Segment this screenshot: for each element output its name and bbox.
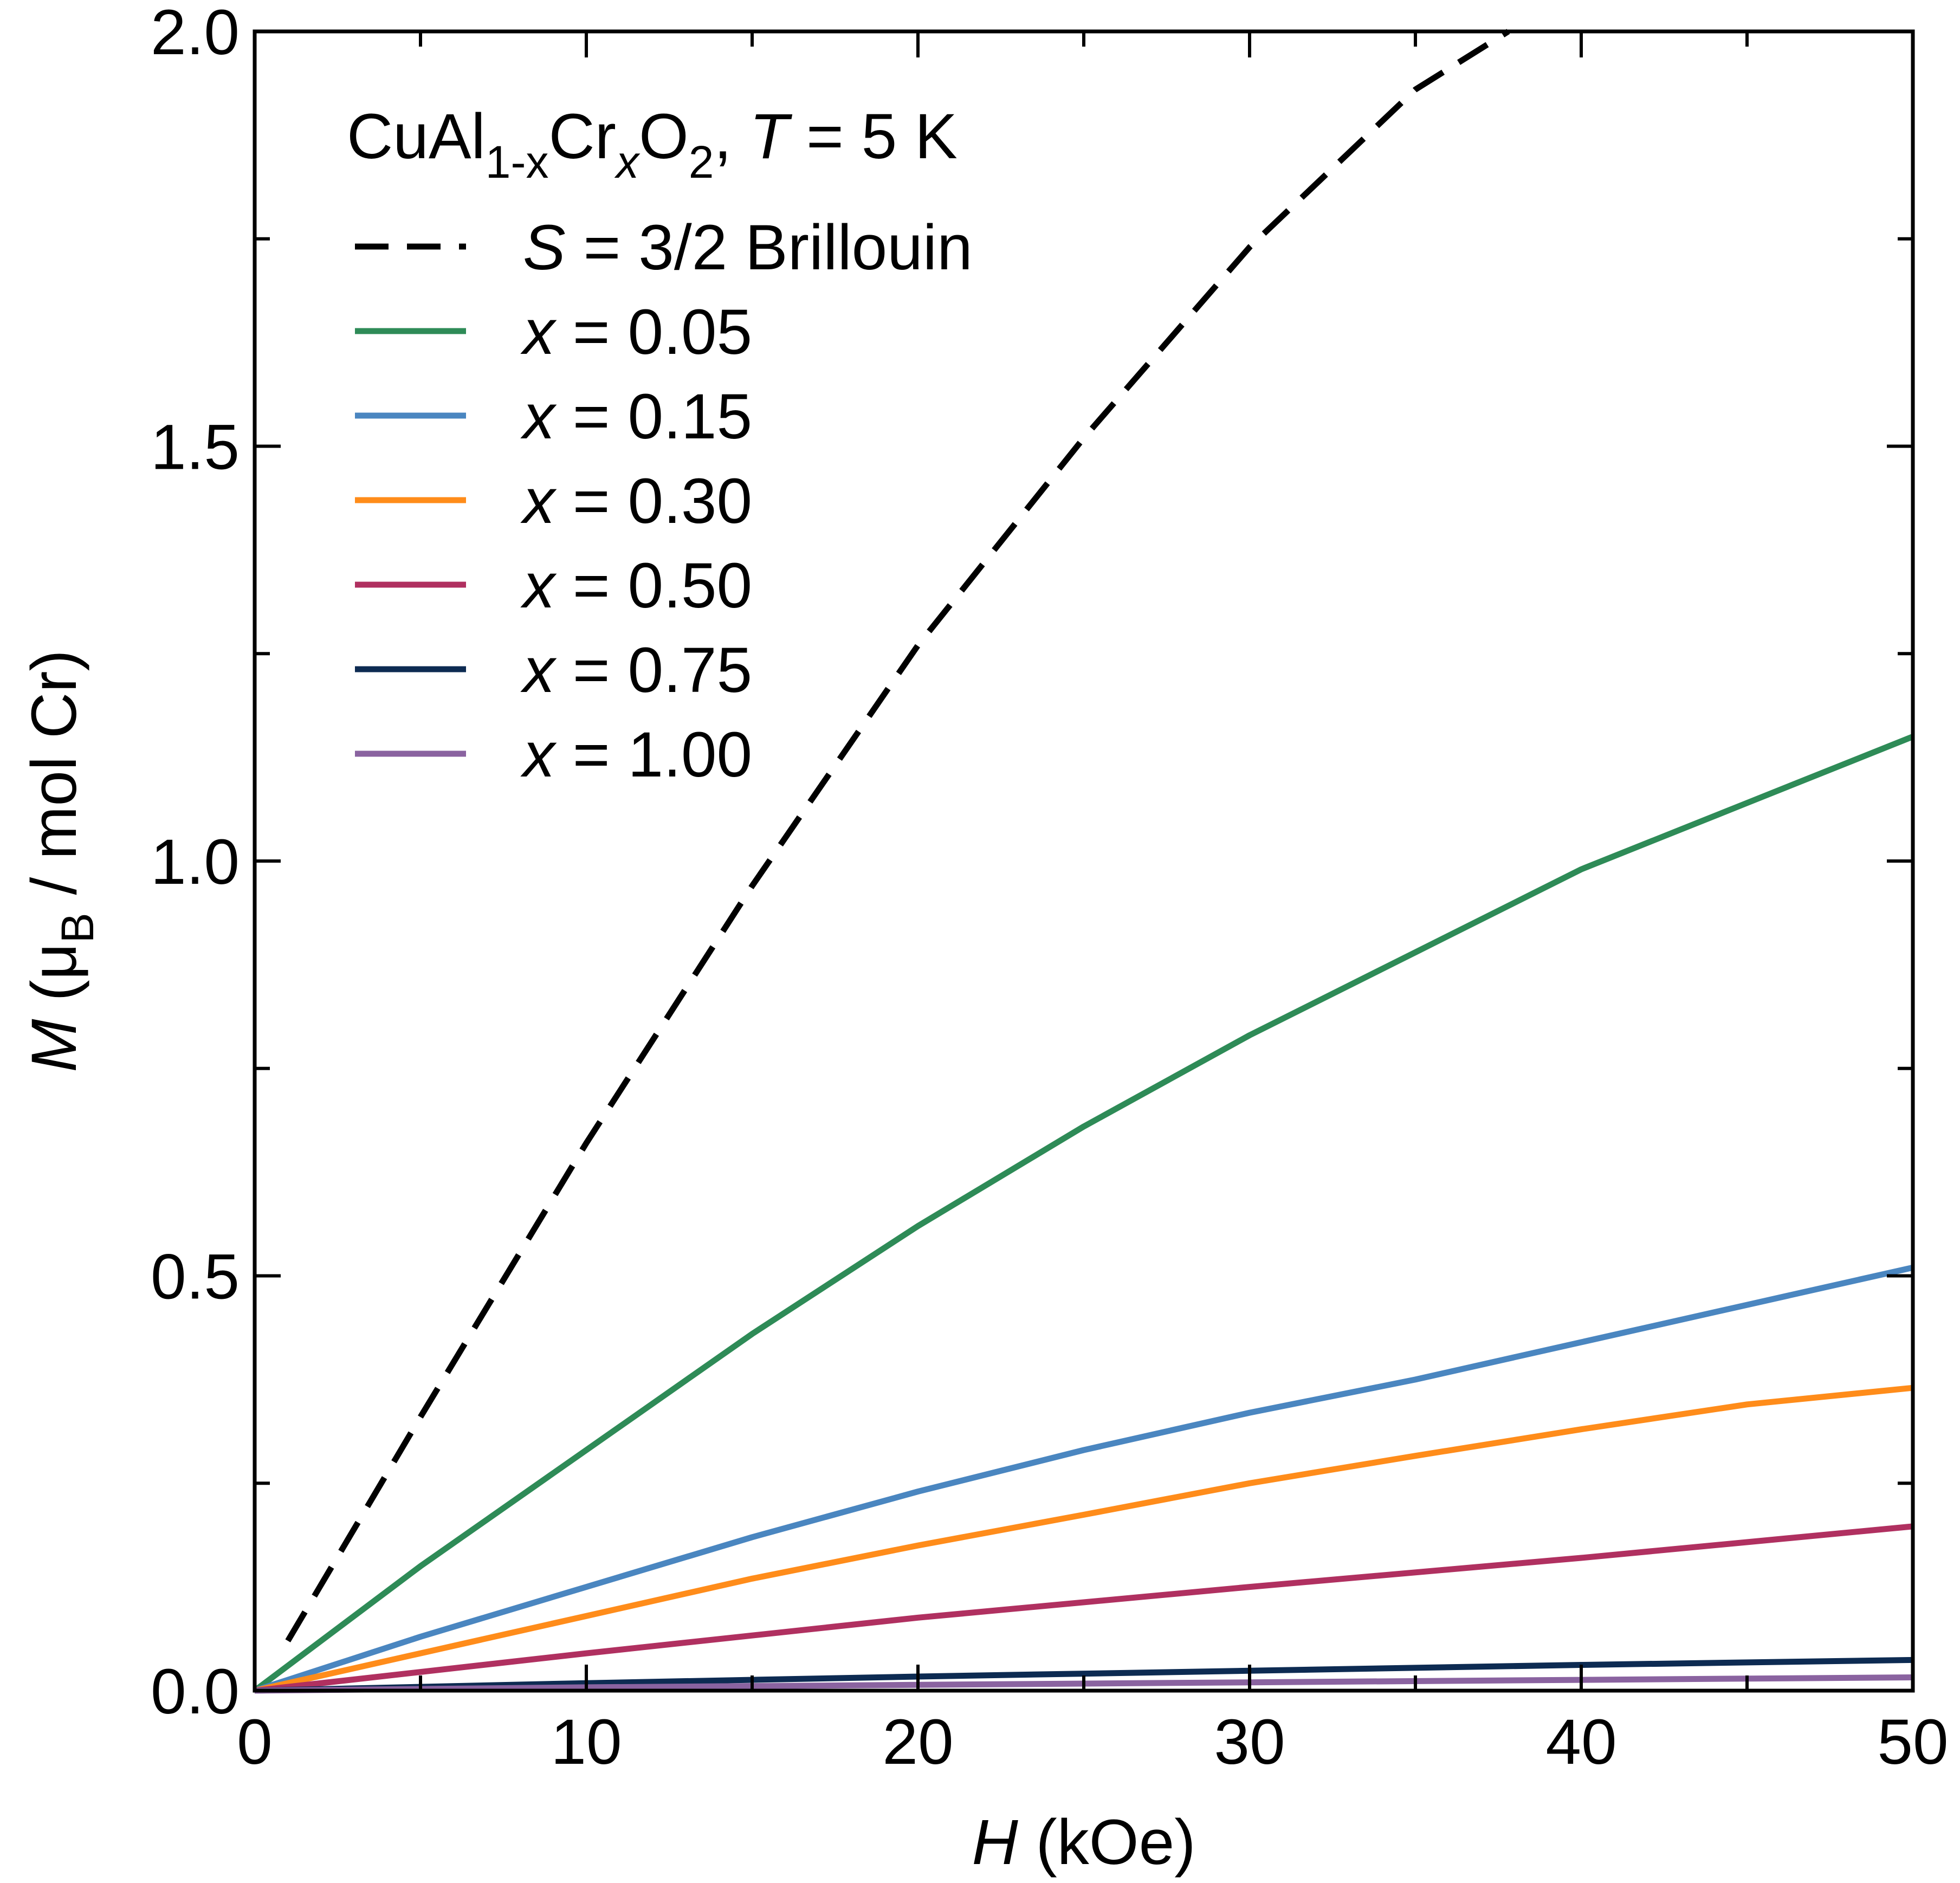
title-sub-2: 2: [689, 137, 714, 187]
series-line-2: [254, 1264, 1914, 1694]
title-comma: ,: [714, 101, 732, 172]
y-tick-label-0: 0.0: [151, 1656, 240, 1727]
legend-label-var-1: x: [520, 296, 557, 368]
tick-layer: 0 10 20 30 40 50 0.0 0.5 1.0 1.5 2.0: [151, 0, 1949, 1778]
legend-label-rest-5: = 0.75: [555, 635, 752, 706]
y-axis-sub: B: [52, 913, 103, 943]
legend-label-1: x = 0.05: [520, 296, 752, 368]
title-compound-c: O: [639, 101, 689, 172]
x-axis-label: H (kOe): [972, 1807, 1195, 1878]
y-tick-label-2: 1.0: [151, 826, 240, 898]
legend-label-4: x = 0.50: [520, 550, 752, 622]
y-axis-rest: / mol Cr): [18, 650, 90, 895]
legend-label-var-4: x: [520, 550, 557, 622]
x-axis-symbol: H: [972, 1807, 1018, 1878]
series-line-1: [253, 734, 1914, 1693]
title-compound-a: CuAl: [347, 101, 486, 172]
legend-label-rest-1: = 0.05: [555, 296, 752, 368]
series-line-4: [254, 1523, 1913, 1694]
legend-label-0: S = 3/2 Brillouin: [523, 212, 973, 283]
y-axis-open: (μ: [18, 943, 90, 1001]
y-axis-symbol: M: [18, 1019, 90, 1072]
series-line-0: [285, 29, 1510, 1642]
x-tick-label-4: 40: [1545, 1706, 1616, 1778]
title-T-symbol: T: [749, 101, 793, 172]
series-line-3: [254, 1384, 1913, 1694]
x-tick-label-1: 10: [551, 1706, 622, 1778]
y-tick-label-4: 2.0: [151, 0, 240, 68]
legend-label-rest-4: = 0.50: [555, 550, 752, 622]
y-tick-label-1: 0.5: [151, 1241, 240, 1313]
y-tick-label-3: 1.5: [151, 412, 240, 483]
legend-label-var-5: x: [520, 635, 557, 706]
legend-label-2: x = 0.15: [520, 381, 752, 452]
legend-label-var-6: x: [520, 719, 557, 791]
x-axis-unit: (kOe): [1036, 1807, 1196, 1878]
series-line-5: [254, 1656, 1913, 1694]
plot-frame: [253, 29, 1915, 1693]
title-sub-1mx: 1-x: [486, 137, 549, 187]
legend-label-rest-2: = 0.15: [555, 381, 752, 452]
legend-label-var-3: x: [520, 465, 557, 537]
title-sub-x: x: [614, 137, 641, 187]
legend-label-6: x = 1.00: [520, 719, 752, 791]
title-compound-b: Cr: [548, 101, 616, 172]
legend-label-var-0: S: [523, 212, 566, 283]
legend-label-rest-3: = 0.30: [555, 465, 752, 537]
x-tick-label-0: 0: [237, 1706, 273, 1778]
x-tick-label-5: 50: [1877, 1706, 1948, 1778]
legend-label-3: x = 0.30: [520, 465, 752, 537]
legend-label-var-2: x: [520, 381, 557, 452]
x-tick-label-3: 30: [1214, 1706, 1285, 1778]
series-layer: [253, 29, 1914, 1694]
legend-label-rest-6: = 1.00: [555, 719, 752, 791]
y-axis-label: M (μB / mol Cr): [18, 650, 103, 1072]
title-T-value: = 5 K: [806, 101, 958, 172]
x-tick-label-2: 20: [882, 1706, 953, 1778]
legend-label-rest-0: = 3/2 Brillouin: [566, 212, 973, 283]
legend-title: CuAl1-xCrxO2, T = 5 K: [347, 101, 958, 187]
legend-label-5: x = 0.75: [520, 635, 752, 706]
